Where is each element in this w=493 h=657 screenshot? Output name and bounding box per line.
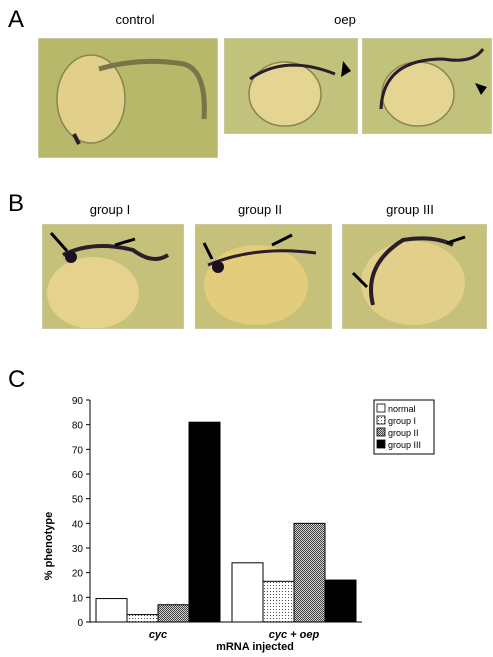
group-iii-embryo-image: [342, 224, 487, 329]
bar-group-i-0: [126, 614, 159, 623]
y-tick-label: 80: [72, 421, 84, 432]
arrowhead-icon: [341, 61, 351, 77]
group-ii-embryo-image: [195, 224, 332, 329]
x-axis-label: mRNA injected: [216, 641, 294, 653]
y-tick-label: 70: [72, 445, 84, 456]
panel-label-b: B: [8, 190, 25, 217]
y-tick-label: 50: [72, 495, 84, 506]
panel-label-c: C: [8, 366, 26, 393]
legend-swatch: [376, 439, 386, 449]
caption-oep: oep: [334, 12, 356, 27]
oep-embryo-image-1: [224, 38, 358, 134]
y-tick-label: 40: [72, 519, 84, 530]
bar-group-iii-1: [324, 579, 357, 623]
y-axis-label: % phenotype: [43, 512, 55, 580]
caption-group-iii: group III: [386, 202, 434, 217]
y-tick-label: 30: [72, 544, 84, 555]
bar-group-ii-0: [157, 604, 190, 623]
bar-group-iii-0: [188, 421, 221, 623]
y-tick-label: 90: [72, 396, 84, 407]
group-i-embryo-image: [42, 224, 184, 329]
y-tick-label: 0: [77, 618, 83, 629]
bar-group-i-1: [262, 580, 295, 623]
bar-group-ii-1: [293, 522, 326, 623]
bar-normal-1: [231, 562, 264, 623]
legend-label: normal: [388, 404, 416, 414]
legend-swatch: [376, 403, 386, 413]
caption-group-ii: group II: [237, 202, 283, 217]
panel-label-a: A: [8, 6, 25, 33]
x-tick-label: cyc: [149, 629, 167, 641]
bar-chart: 0 10 20 30 40 50 60 70 80 90 cyc cyc + oep normal g…: [43, 396, 435, 653]
legend-label: group II: [388, 428, 419, 438]
y-tick-label: 10: [72, 593, 84, 604]
bar-normal-0: [95, 598, 128, 623]
legend-swatch: [376, 427, 386, 437]
legend-label: group III: [388, 440, 421, 450]
caption-control: control: [115, 12, 155, 27]
legend-label: group I: [388, 416, 416, 426]
y-tick-label: 60: [72, 470, 84, 481]
control-embryo-image: [38, 38, 218, 158]
legend-swatch: [376, 415, 386, 425]
y-tick-label: 20: [72, 569, 84, 580]
oep-embryo-image-2: [362, 38, 492, 134]
x-tick-label: cyc + oep: [269, 629, 320, 641]
caption-group-i: group I: [89, 202, 131, 217]
